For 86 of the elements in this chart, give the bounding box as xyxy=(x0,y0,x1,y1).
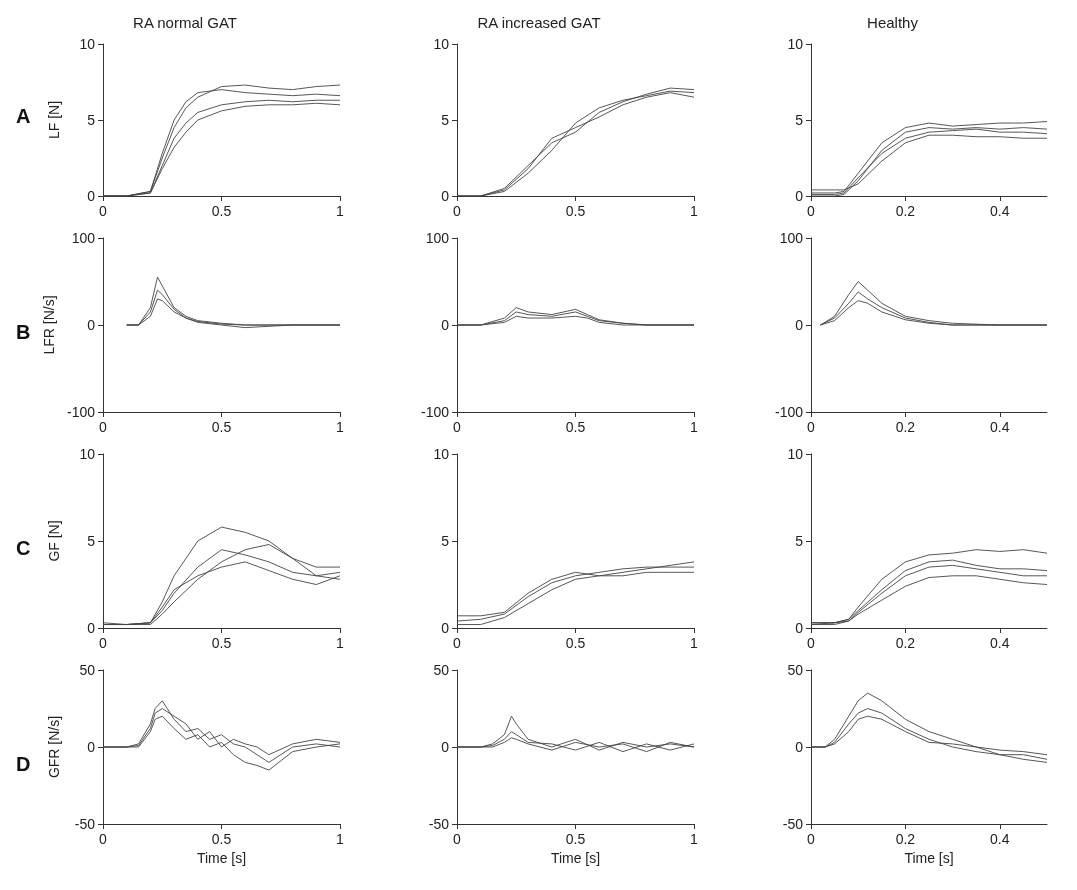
y-axis-title: GFR [N/s] xyxy=(46,715,62,779)
y-tick-label: -50 xyxy=(782,816,804,832)
y-axis-title: GF [N] xyxy=(46,520,62,562)
x-tick-label: 0.4 xyxy=(990,635,1010,651)
y-tick-label: 0 xyxy=(87,739,96,755)
x-tick-label: 0.5 xyxy=(211,635,232,651)
y-tick-label: 10 xyxy=(79,446,96,462)
y-tick-label: 10 xyxy=(787,446,804,462)
x-tick-label: 1 xyxy=(336,635,345,651)
chart-title: Healthy xyxy=(867,14,919,31)
x-tick-label: 0.5 xyxy=(211,419,232,435)
x-tick-label: 0.5 xyxy=(565,831,586,847)
x-tick-label: 0 xyxy=(807,419,816,435)
x-tick-label: 0.2 xyxy=(895,203,916,219)
y-axis-title: LFR [N/s] xyxy=(41,295,58,355)
x-tick-label: 0 xyxy=(807,635,816,651)
x-tick-label: 0 xyxy=(807,831,816,847)
y-tick-label: -50 xyxy=(428,816,450,832)
x-tick-label: 1 xyxy=(336,203,345,219)
x-tick-label: 1 xyxy=(690,635,699,651)
y-tick-label: 5 xyxy=(795,112,804,128)
x-tick-label: 0 xyxy=(453,203,462,219)
y-tick-label: 5 xyxy=(441,533,450,549)
y-tick-label: 0 xyxy=(795,317,804,333)
x-tick-label: 0.5 xyxy=(211,831,232,847)
x-tick-label: 0 xyxy=(453,831,462,847)
x-tick-label: 1 xyxy=(336,831,345,847)
x-tick-label: 0.5 xyxy=(565,635,586,651)
chart-title: RA increased GAT xyxy=(477,14,601,31)
y-tick-label: 0 xyxy=(87,188,96,204)
x-tick-label: 0 xyxy=(99,831,108,847)
y-tick-label: 5 xyxy=(441,112,450,128)
y-tick-label: 0 xyxy=(795,620,804,636)
y-tick-label: 50 xyxy=(79,662,96,678)
x-tick-label: 0 xyxy=(99,635,108,651)
y-tick-label: 10 xyxy=(433,36,450,52)
text: B xyxy=(16,321,31,343)
y-tick-label: 100 xyxy=(71,230,96,246)
x-tick-label: 0.2 xyxy=(895,635,916,651)
y-tick-label: 50 xyxy=(433,662,450,678)
y-tick-label: 5 xyxy=(795,533,804,549)
y-tick-label: 50 xyxy=(787,662,804,678)
y-tick-label: 0 xyxy=(795,739,804,755)
x-tick-label: 0.4 xyxy=(990,831,1010,847)
y-tick-label: 0 xyxy=(441,620,450,636)
x-tick-label: 0.2 xyxy=(895,831,916,847)
y-tick-label: -100 xyxy=(66,404,96,420)
x-tick-label: 0.2 xyxy=(895,419,916,435)
x-tick-label: 0.5 xyxy=(565,419,586,435)
x-tick-label: 1 xyxy=(690,831,699,847)
y-tick-label: 5 xyxy=(87,533,96,549)
y-tick-label: 0 xyxy=(441,739,450,755)
y-tick-label: 0 xyxy=(87,620,96,636)
x-axis-title: Time [s] xyxy=(196,849,247,866)
x-tick-label: 0 xyxy=(99,203,108,219)
x-tick-label: 1 xyxy=(690,419,699,435)
x-axis-title: Time [s] xyxy=(550,849,601,866)
y-tick-label: 0 xyxy=(795,188,804,204)
y-tick-label: 100 xyxy=(779,230,804,246)
y-tick-label: 10 xyxy=(433,446,450,462)
x-tick-label: 1 xyxy=(336,419,345,435)
x-tick-label: 0 xyxy=(453,635,462,651)
x-tick-label: 0.4 xyxy=(990,419,1010,435)
x-tick-label: 0.4 xyxy=(990,203,1010,219)
y-tick-label: -50 xyxy=(74,816,96,832)
y-tick-label: 10 xyxy=(79,36,96,52)
text: D xyxy=(16,753,31,775)
y-tick-label: 5 xyxy=(87,112,96,128)
text: A xyxy=(16,105,31,127)
y-tick-label: 0 xyxy=(87,317,96,333)
x-tick-label: 0 xyxy=(99,419,108,435)
y-axis-title: LF [N] xyxy=(46,100,62,140)
x-axis-title: Time [s] xyxy=(904,849,954,866)
y-tick-label: 0 xyxy=(441,188,450,204)
y-tick-label: 10 xyxy=(787,36,804,52)
x-tick-label: 0 xyxy=(453,419,462,435)
y-tick-label: 100 xyxy=(425,230,450,246)
y-tick-label: 0 xyxy=(441,317,450,333)
y-tick-label: -100 xyxy=(774,404,804,420)
text: C xyxy=(16,537,31,559)
x-tick-label: 0.5 xyxy=(565,203,586,219)
x-tick-label: 0 xyxy=(807,203,816,219)
y-tick-label: -100 xyxy=(420,404,450,420)
x-tick-label: 0.5 xyxy=(211,203,232,219)
chart-title: RA normal GAT xyxy=(133,14,237,31)
x-tick-label: 1 xyxy=(690,203,699,219)
